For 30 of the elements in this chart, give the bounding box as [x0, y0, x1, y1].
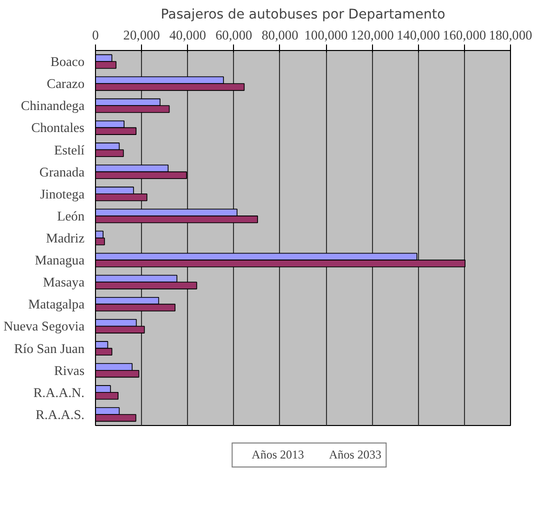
y-tick-label: León	[57, 208, 85, 224]
y-tick-label: Estelí	[54, 142, 85, 158]
x-tick-label: 100,000	[304, 28, 348, 42]
y-tick-label: Managua	[34, 252, 85, 268]
y-tick-label: Rivas	[54, 362, 84, 378]
y-tick-label: R.A.A.S.	[36, 406, 85, 422]
x-tick-label: 20,000	[123, 28, 160, 42]
y-tick-label: Chinandega	[20, 98, 85, 114]
y-tick-label: Granada	[39, 164, 85, 180]
text: Años 2033	[329, 448, 382, 462]
y-tick-label: R.A.A.N.	[33, 384, 84, 400]
x-tick-label: 180,000	[488, 28, 532, 42]
x-tick-label: 80,000	[262, 28, 299, 42]
y-tick-label: Madriz	[46, 230, 85, 246]
y-tick-label: Masaya	[43, 274, 85, 290]
text: Años 2013	[252, 448, 304, 462]
x-tick-label: 140,000	[396, 28, 440, 42]
y-tick-label: Río San Juan	[14, 340, 85, 356]
y-tick-label: Matagalpa	[28, 296, 85, 312]
x-tick-label: 40,000	[169, 28, 206, 42]
x-tick-label: 160,000	[442, 28, 486, 42]
x-tick-label: 0	[92, 28, 100, 42]
y-tick-label: Boaco	[50, 54, 85, 70]
y-tick-label: Carazo	[46, 76, 85, 92]
y-tick-label: Chontales	[31, 120, 85, 136]
chart-title: Pasajeros de autobuses por Departamento	[160, 8, 446, 22]
x-tick-label: 60,000	[216, 28, 252, 42]
x-tick-label: 120,000	[350, 28, 394, 42]
y-tick-label: Nueva Segovia	[3, 318, 85, 334]
y-tick-label: Jinotega	[40, 186, 85, 202]
